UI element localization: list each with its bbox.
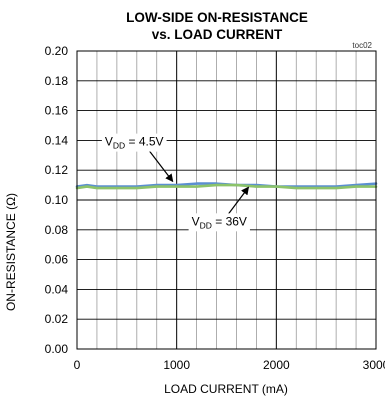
annotation-value: = 4.5V — [125, 135, 163, 149]
plot-frame — [76, 50, 377, 350]
annotation-value: = 36V — [212, 214, 247, 228]
y-axis-label: ON-RESISTANCE (Ω) — [4, 193, 18, 311]
y-tick-label: 0.06 — [45, 253, 69, 267]
y-tick-label: 0.00 — [45, 342, 69, 356]
y-tick-label: 0.12 — [45, 163, 69, 177]
tick-labels: 0.00 0.02 0.04 0.06 0.08 0.10 0.12 0.14 0.16 0.18… — [45, 44, 385, 372]
y-tick-label: 0.18 — [45, 74, 69, 88]
y-tick-label: 0.10 — [45, 193, 69, 207]
annotation-symbol: V — [192, 214, 200, 228]
chart-tag: toc02 — [352, 41, 372, 50]
annotation-background-1 — [101, 133, 167, 152]
grid — [77, 51, 376, 349]
y-tick-label: 0.04 — [45, 282, 69, 296]
annotation-arrow-1 — [148, 149, 174, 183]
y-tick-label: 0.02 — [45, 312, 69, 326]
x-tick-label: 2000 — [263, 358, 290, 372]
annotation-subscript: DD — [113, 141, 125, 151]
annotation-symbol: V — [105, 135, 113, 149]
x-tick-label: 1000 — [163, 358, 190, 372]
series-line-2 — [75, 183, 378, 190]
annotation-background-2 — [188, 213, 250, 232]
chart-title-line-1: LOW-SIDE ON-RESISTANCE — [126, 10, 308, 25]
series-layer — [75, 182, 378, 190]
y-tick-label: 0.16 — [45, 104, 69, 118]
x-tick-label: 0 — [74, 358, 81, 372]
annotation-label-2: VDD = 36V — [192, 214, 247, 230]
annotation-label-1: VDD = 4.5V — [105, 135, 164, 151]
x-axis-label: LOAD CURRENT (mA) — [164, 382, 288, 396]
annotation-arrow-2 — [225, 186, 250, 219]
y-tick-label: 0.20 — [45, 44, 69, 58]
annotation-subscript: DD — [200, 220, 212, 230]
y-tick-label: 0.08 — [45, 223, 69, 237]
x-tick-label: 3000 — [363, 358, 385, 372]
series-line-1 — [75, 182, 378, 188]
chart-title-line-2: vs. LOAD CURRENT — [152, 27, 283, 42]
y-tick-label: 0.14 — [45, 133, 69, 147]
